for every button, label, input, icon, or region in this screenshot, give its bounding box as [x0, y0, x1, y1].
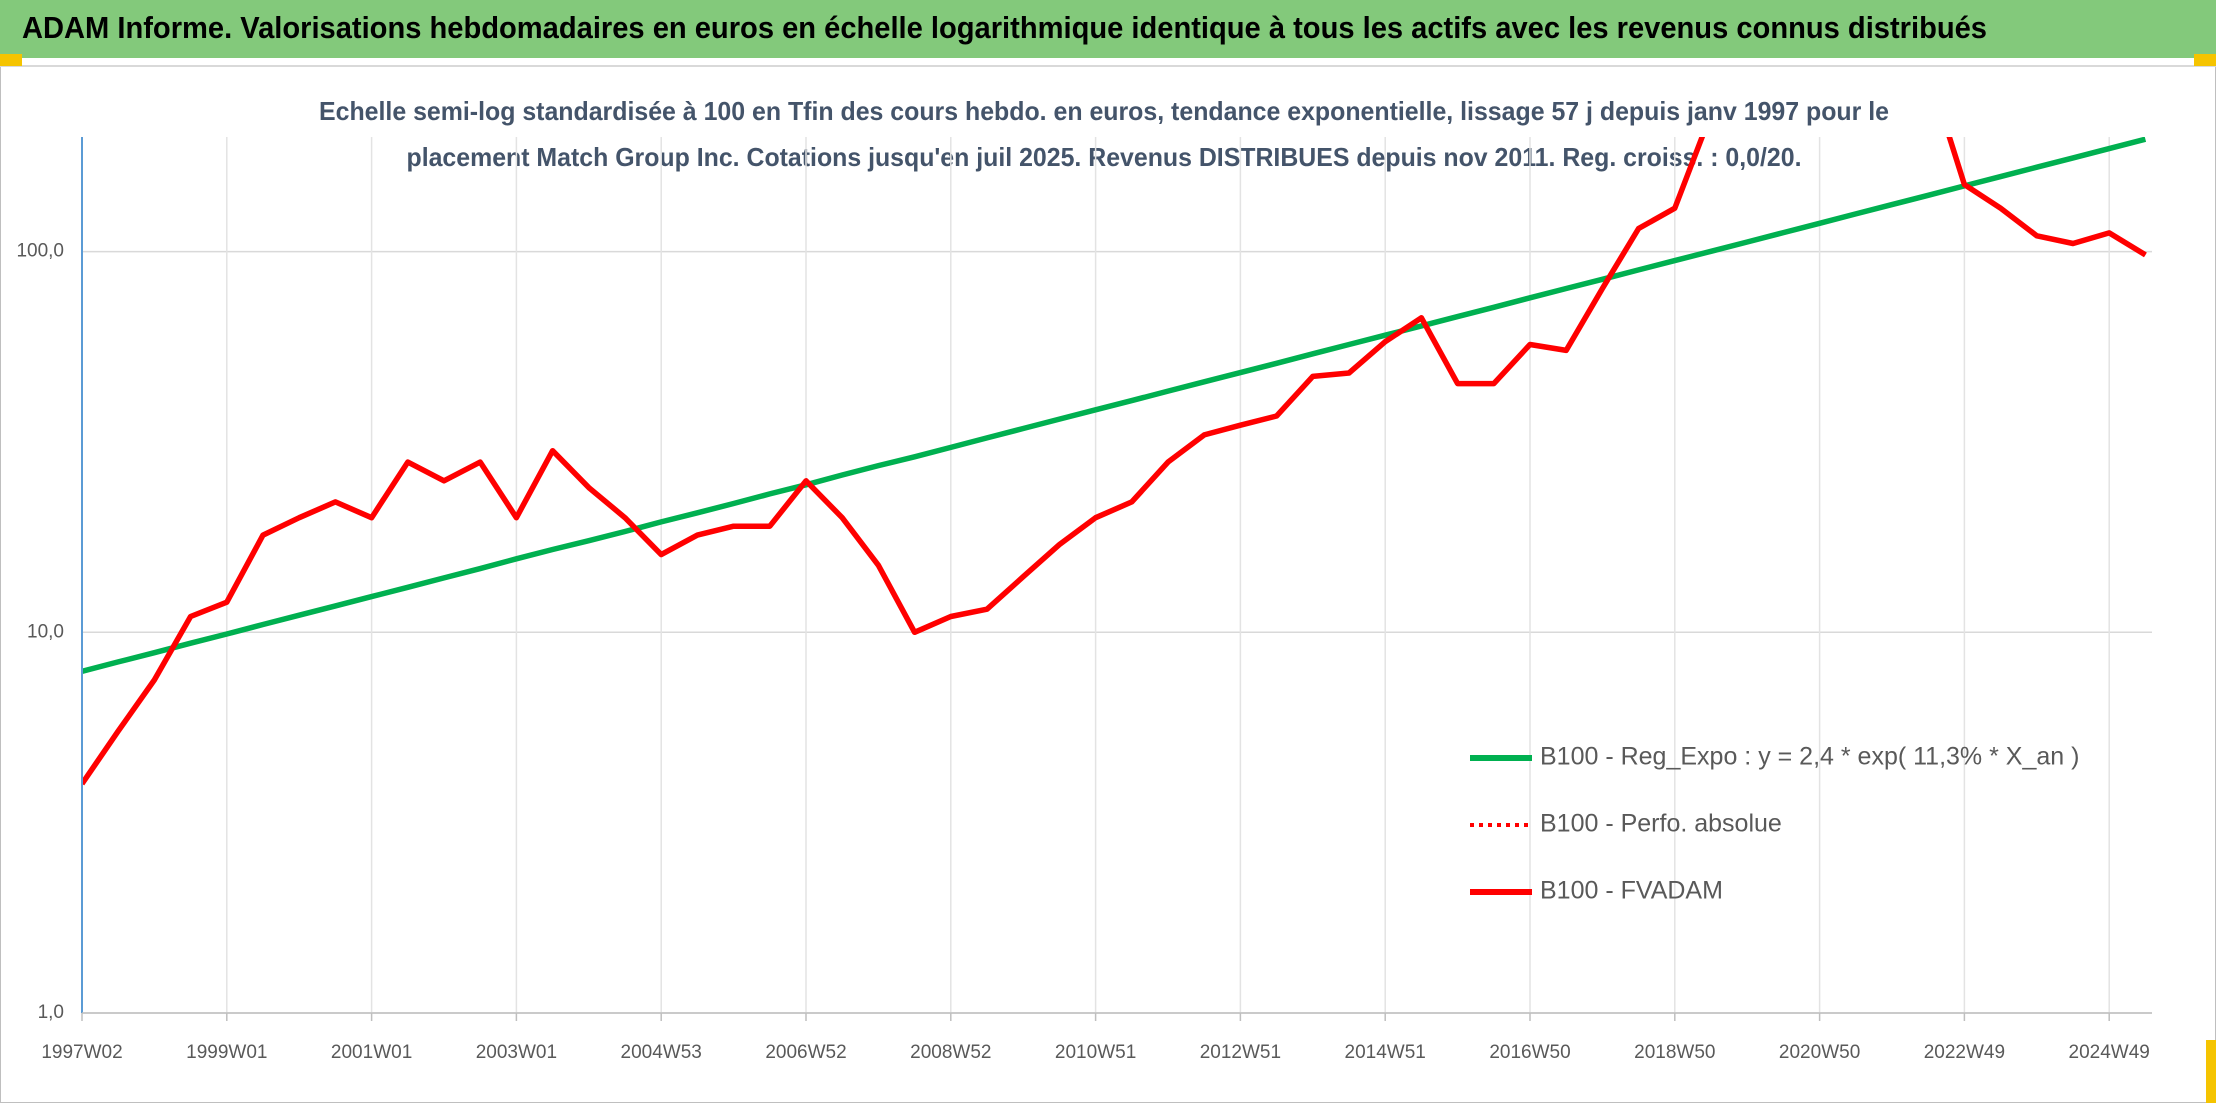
corner-mark — [0, 54, 22, 66]
x-tick-label: 2008W52 — [910, 1042, 991, 1063]
x-tick-label: 2010W51 — [1055, 1042, 1136, 1063]
plot-area — [82, 137, 2147, 786]
x-tick-label: 1997W02 — [41, 1042, 122, 1063]
x-tick-label: 2004W53 — [621, 1042, 702, 1063]
x-tick-label: 2003W01 — [476, 1042, 557, 1063]
x-tick-label: 1999W01 — [186, 1042, 267, 1063]
legend: B100 - Reg_Expo : y = 2,4 * exp( 11,3% *… — [1470, 743, 2079, 905]
chart-subtitle: Echelle semi-log standardisée à 100 en T… — [319, 96, 1889, 126]
chart-subtitle: placement Match Group Inc. Cotations jus… — [407, 142, 1802, 172]
y-tick-label: 1,0 — [38, 1002, 64, 1023]
x-tick-label: 2012W51 — [1200, 1042, 1281, 1063]
x-tick-label: 2001W01 — [331, 1042, 412, 1063]
legend-label: B100 - FVADAM — [1540, 877, 1723, 905]
y-tick-label: 100,0 — [16, 241, 64, 262]
corner-mark — [2206, 1040, 2216, 1103]
series-line — [82, 137, 2147, 786]
legend-label: B100 - Reg_Expo : y = 2,4 * exp( 11,3% *… — [1540, 743, 2079, 771]
header-band — [0, 0, 2216, 58]
x-tick-label: 2022W49 — [1924, 1042, 2005, 1063]
x-tick-label: 2006W52 — [765, 1042, 846, 1063]
corner-mark — [2194, 54, 2216, 66]
x-tick-label: 2014W51 — [1345, 1042, 1426, 1063]
legend-label: B100 - Perfo. absolue — [1540, 810, 1782, 838]
chart-title: ADAM Informe. Valorisations hebdomadaire… — [22, 10, 1987, 45]
x-tick-label: 2018W50 — [1634, 1042, 1715, 1063]
x-tick-label: 2016W50 — [1489, 1042, 1570, 1063]
x-tick-label: 2020W50 — [1779, 1042, 1860, 1063]
x-tick-label: 2024W49 — [2069, 1042, 2150, 1063]
series-line — [82, 137, 2147, 674]
axes: 1,0 10,0 100,0 1997W02 1999W01 2001W01 2003W01… — [16, 137, 2152, 1063]
y-tick-label: 10,0 — [27, 621, 64, 642]
